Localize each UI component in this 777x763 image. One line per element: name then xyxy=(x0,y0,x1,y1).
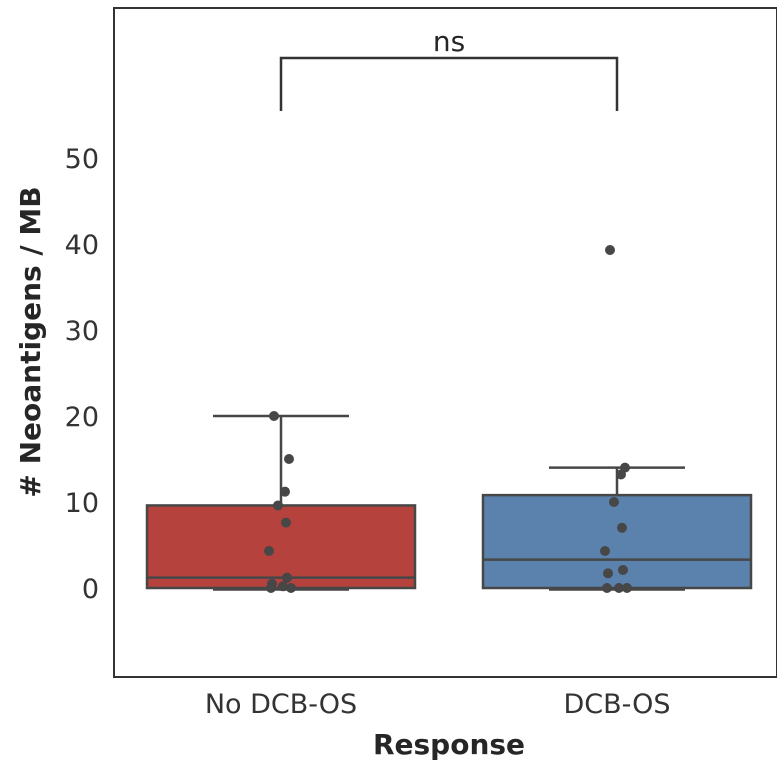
y-axis-ticks: 0 10 20 30 40 50 xyxy=(65,144,99,605)
data-point xyxy=(616,469,626,480)
data-point xyxy=(618,564,628,575)
data-point xyxy=(281,517,291,528)
x-tick-label: DCB-OS xyxy=(563,689,670,720)
data-point xyxy=(602,583,612,593)
data-point xyxy=(269,411,279,421)
data-point xyxy=(605,245,615,256)
y-tick-label: 30 xyxy=(65,316,99,347)
y-tick-label: 0 xyxy=(82,574,99,605)
x-tick-label: No DCB-OS xyxy=(205,689,357,720)
plot-frame xyxy=(113,7,777,678)
significance-bracket: ns xyxy=(279,25,619,111)
data-point xyxy=(282,572,292,583)
data-point xyxy=(284,454,294,464)
y-tick-label: 40 xyxy=(65,230,99,261)
significance-label: ns xyxy=(433,25,465,58)
box-body xyxy=(145,504,417,590)
data-point xyxy=(273,500,283,511)
y-tick-label: 20 xyxy=(65,402,99,433)
data-point xyxy=(609,497,619,507)
data-point xyxy=(286,583,296,593)
data-point xyxy=(278,581,288,592)
data-point xyxy=(266,583,276,593)
box-body xyxy=(481,493,753,590)
data-point xyxy=(600,546,610,557)
x-axis-ticks: No DCB-OS DCB-OS xyxy=(205,689,671,720)
box-no-dcb-os xyxy=(145,411,417,593)
box-dcb-os xyxy=(481,245,753,593)
data-point xyxy=(264,546,274,557)
data-point xyxy=(603,568,613,579)
data-point xyxy=(622,583,632,593)
y-tick-label: 10 xyxy=(65,488,99,519)
y-axis-title: # Neoantigens / MB xyxy=(14,186,47,497)
plot-area: ns xyxy=(113,7,777,678)
x-axis-title: Response xyxy=(373,728,525,761)
bracket-line xyxy=(279,56,619,111)
data-point xyxy=(614,583,624,593)
y-tick-label: 50 xyxy=(65,144,99,175)
data-point xyxy=(280,486,290,497)
data-point xyxy=(617,522,627,533)
